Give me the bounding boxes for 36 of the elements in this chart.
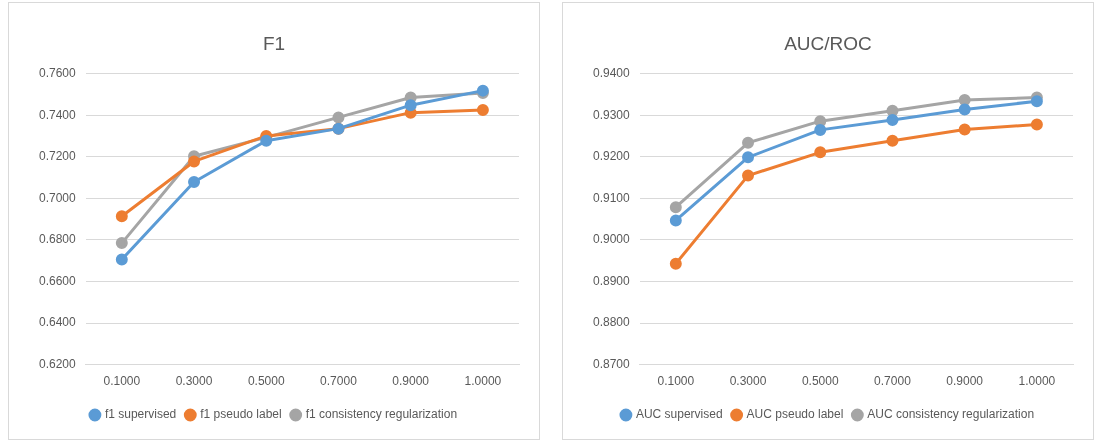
y-tick-label: 0.7200 (39, 149, 77, 164)
legend-label: AUC supervised (635, 407, 723, 422)
legend-label: AUC consistency regularization (867, 407, 1035, 422)
y-tick-label: 0.6600 (39, 273, 77, 288)
y-tick-label: 0.9400 (593, 66, 631, 81)
legend-label: f1 consistency regularization (305, 407, 458, 422)
x-tick-label: 0.7000 (320, 374, 358, 389)
y-tick-label: 0.6200 (39, 356, 77, 371)
legend-label: f1 pseudo label (200, 407, 282, 422)
chart-title: F1 (262, 32, 286, 54)
x-tick-label: 0.9000 (946, 374, 984, 389)
y-tick-label: 0.7000 (39, 190, 77, 205)
x-tick-label: 0.3000 (175, 374, 213, 389)
chart-title: AUC/ROC (784, 32, 872, 54)
y-tick-label: 0.7600 (39, 66, 77, 81)
x-tick-label: 0.3000 (729, 374, 767, 389)
y-tick-label: 0.9200 (593, 149, 631, 164)
x-tick-label: 0.7000 (874, 374, 912, 389)
y-tick-label: 0.6400 (39, 315, 77, 330)
x-tick-label: 0.5000 (801, 374, 839, 389)
x-tick-label: 0.9000 (392, 374, 430, 389)
y-tick-label: 0.8800 (593, 315, 631, 330)
x-tick-label: 0.1000 (657, 374, 695, 389)
x-tick-label: 0.5000 (247, 374, 285, 389)
x-tick-label: 1.0000 (1018, 374, 1056, 389)
y-tick-label: 0.7400 (39, 107, 77, 122)
y-tick-label: 0.9300 (593, 107, 631, 122)
legend-label: AUC pseudo label (746, 407, 844, 422)
legend-label: f1 supervised (104, 407, 177, 422)
y-tick-label: 0.6800 (39, 232, 77, 247)
y-tick-label: 0.9000 (593, 232, 631, 247)
y-tick-label: 0.8900 (593, 273, 631, 288)
x-tick-label: 1.0000 (464, 374, 502, 389)
y-tick-label: 0.8700 (593, 356, 631, 371)
y-tick-label: 0.9100 (593, 190, 631, 205)
x-tick-label: 0.1000 (103, 374, 141, 389)
